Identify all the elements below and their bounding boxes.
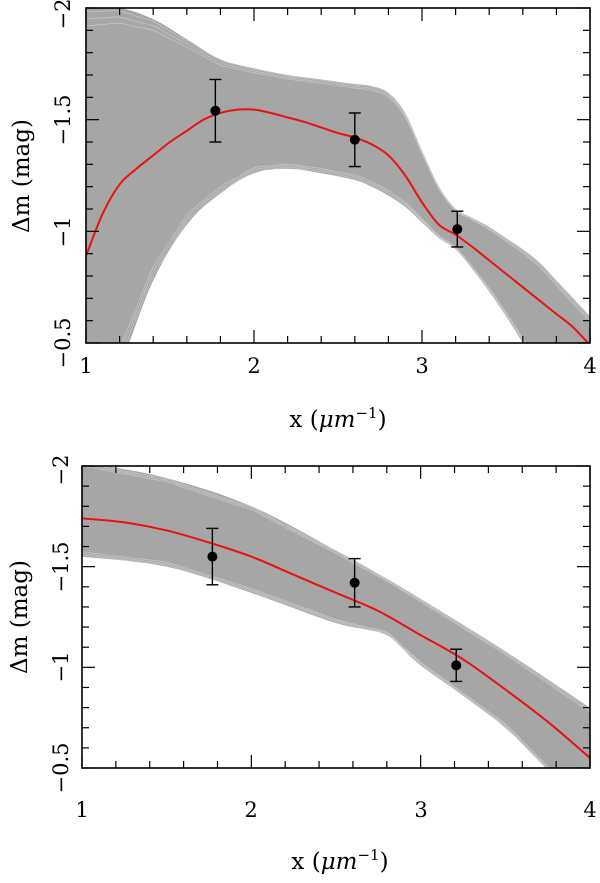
ensemble-curve-strand [82, 554, 547, 768]
bottom-y-axis-title: Δm (mag) [7, 560, 33, 674]
bottom-model-ensemble-band [82, 466, 590, 768]
point-marker [349, 577, 360, 588]
point-marker [452, 224, 463, 235]
bottom-xtick-label: 2 [244, 798, 257, 822]
top-axis-ticks [85, 7, 591, 344]
bottom-data-points [206, 527, 463, 683]
bottom-xtick-label: 1 [75, 798, 88, 822]
ensemble-curve-strand [123, 165, 526, 343]
top-x-axis-exponent: −1 [355, 404, 377, 422]
ensemble-curve-strand [86, 10, 590, 318]
top-ytick-label: −1 [51, 217, 75, 248]
top-x-axis-base: x ( [289, 407, 318, 433]
data-point [450, 648, 463, 683]
bottom-x-axis-title: x (μm−1) [291, 846, 388, 875]
top-x-axis-close: ) [378, 407, 387, 433]
point-marker [207, 551, 218, 562]
point-marker [349, 134, 360, 145]
top-xtick-label: 3 [415, 354, 428, 378]
top-xtick-label: 2 [247, 354, 260, 378]
data-point [348, 112, 361, 168]
bottom-axis-ticks [81, 465, 591, 769]
top-xtick-label: 1 [79, 354, 92, 378]
ensemble-curve-strand [82, 552, 549, 768]
bottom-ytick-label: −1 [49, 652, 73, 683]
top-data-points [209, 78, 464, 248]
top-plot-area [86, 8, 590, 343]
ensemble-curve-strand [88, 466, 590, 711]
top-ytick-label: −1.5 [51, 95, 75, 146]
bottom-best-fit-line [82, 517, 590, 759]
bottom-xtick-label: 4 [583, 798, 596, 822]
top-plot-frame [85, 7, 591, 344]
bottom-plot-frame [81, 465, 591, 769]
top-ensemble-edge-strands [86, 10, 590, 343]
bottom-plot-area [82, 466, 590, 768]
bottom-xtick-label: 3 [414, 798, 427, 822]
bottom-x-axis-base: x ( [291, 849, 320, 875]
top-x-axis-unit: μm [319, 407, 356, 433]
point-marker [210, 105, 221, 116]
data-point [348, 557, 361, 608]
top-best-fit-line [86, 108, 590, 343]
ensemble-curve-strand [96, 466, 590, 709]
top-ytick-label: −2 [51, 0, 75, 29]
ensemble-curve-strand [82, 466, 590, 713]
top-model-ensemble-band [86, 8, 590, 343]
point-marker [451, 660, 462, 671]
top-ytick-label: −0.5 [51, 318, 75, 369]
ensemble-curve-strand [86, 16, 590, 320]
ensemble-curve-strand [121, 163, 527, 343]
bottom-panel: 1 2 3 4 −0.5 −1 −1.5 −2 x (μm−1) Δm (mag… [7, 455, 597, 875]
top-xtick-label: 4 [583, 354, 596, 378]
top-panel: 1 2 3 4 −0.5 −1 −1.5 −2 x (μm−1) Δm (mag… [9, 0, 597, 433]
top-x-axis-title: x (μm−1) [289, 404, 386, 433]
bottom-x-axis-close: ) [380, 849, 389, 875]
data-point [451, 210, 464, 248]
data-point [206, 527, 219, 586]
bottom-x-axis-exponent: −1 [357, 846, 379, 864]
data-point [209, 78, 222, 143]
bottom-ytick-label: −0.5 [49, 743, 73, 794]
ensemble-curve-strand [126, 166, 525, 343]
bottom-ytick-label: −2 [49, 455, 73, 486]
bottom-x-axis-unit: μm [321, 849, 358, 875]
ensemble-curve-strand [86, 22, 590, 323]
ensemble-curve-strand [82, 551, 550, 768]
bottom-ytick-label: −1.5 [49, 542, 73, 593]
bottom-ensemble-edge-strands [82, 466, 590, 768]
top-y-axis-title: Δm (mag) [9, 119, 35, 233]
